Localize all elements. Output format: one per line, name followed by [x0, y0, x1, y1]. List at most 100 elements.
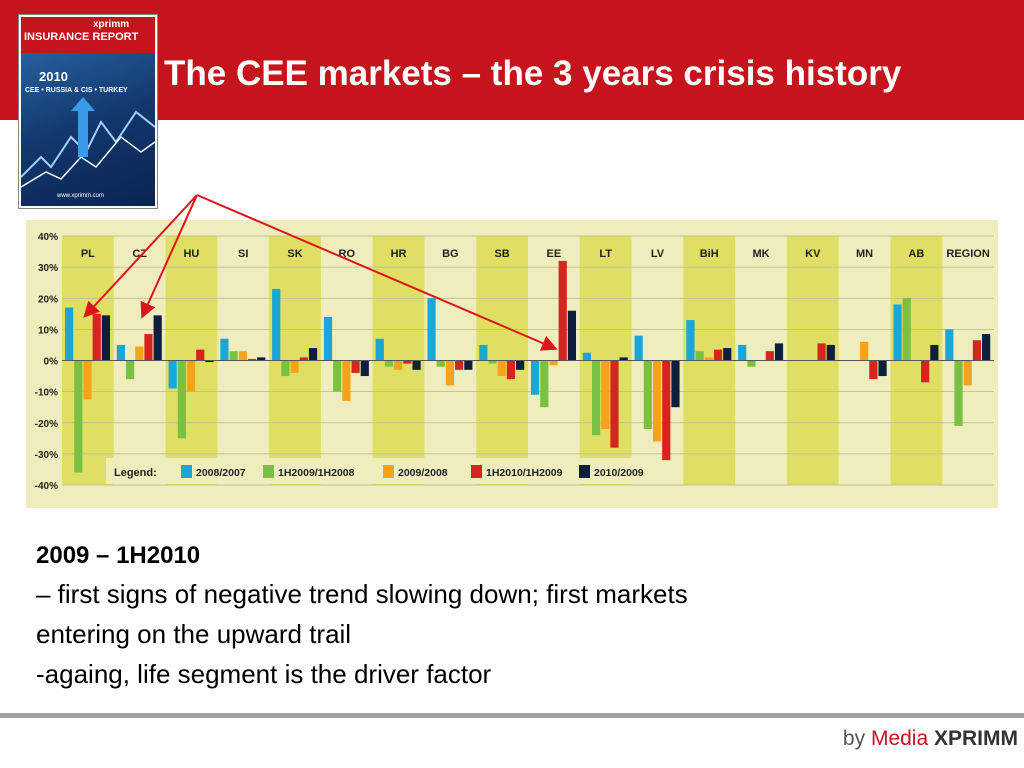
bar-cz-series3	[135, 346, 144, 361]
bar-pl-series4	[92, 313, 101, 361]
y-tick-label: 20%	[38, 294, 58, 305]
category-label-ab: AB	[908, 248, 924, 260]
cover-year: 2010	[39, 69, 68, 84]
category-label-mk: MK	[752, 248, 769, 260]
category-label-region: REGION	[946, 248, 989, 260]
text-heading: 2009 – 1H2010	[36, 542, 201, 569]
bar-ee-series1	[531, 360, 540, 395]
category-label-pl: PL	[81, 248, 95, 260]
cover-name: INSURANCE REPORT	[24, 31, 139, 43]
category-label-lt: LT	[599, 248, 612, 260]
bar-hr-series2	[384, 360, 394, 367]
y-tick-label: 10%	[38, 325, 58, 336]
cover-brand: xprimm	[93, 19, 130, 30]
bar-pl-series1	[65, 307, 74, 361]
cover-url: www.xprimm.com	[57, 193, 105, 199]
bar-lt-series3	[601, 360, 610, 429]
legend-box	[106, 458, 636, 484]
category-label-hr: HR	[391, 248, 407, 260]
bar-hu-series4	[196, 349, 205, 361]
legend-swatch-series1	[181, 465, 192, 478]
bar-mk-series5	[774, 343, 784, 361]
bar-si-series3	[238, 351, 247, 361]
bar-lt-series4	[610, 360, 619, 448]
footer-xprimm: XPRIMM	[934, 727, 1018, 750]
bar-bg-series2	[436, 360, 445, 367]
legend-swatch-series3	[383, 465, 394, 478]
bar-hr-series1	[375, 338, 384, 361]
bar-lt-series2	[591, 360, 601, 436]
category-label-lv: LV	[651, 248, 665, 260]
bar-bih-series3	[704, 357, 713, 361]
bar-pl-series5	[101, 315, 110, 361]
bar-sk-series5	[308, 348, 318, 361]
bar-sk-series4	[299, 357, 308, 361]
bar-ee-series3	[549, 360, 558, 366]
category-label-hu: HU	[183, 248, 199, 260]
bar-mk-series4	[765, 351, 774, 361]
bar-hr-series5	[412, 360, 421, 370]
bar-bg-series5	[464, 360, 473, 370]
category-label-kv: KV	[805, 248, 821, 260]
text-line-2: entering on the upward trail	[36, 619, 352, 649]
legend-swatch-series2	[263, 465, 274, 478]
bar-region-series4	[972, 340, 982, 361]
bar-mk-series1	[738, 344, 747, 361]
legend-swatch-series5	[579, 465, 590, 478]
category-label-sb: SB	[494, 248, 509, 260]
bar-lt-series1	[582, 352, 591, 361]
category-label-sk: SK	[287, 248, 302, 260]
bar-bih-series2	[695, 351, 704, 361]
footer-brand: by Media XPRIMM	[843, 727, 1018, 751]
bar-region-series2	[954, 360, 963, 426]
bar-mn-series3	[860, 341, 869, 361]
category-label-ro: RO	[339, 248, 356, 260]
bar-bg-series3	[445, 360, 455, 386]
bar-ee-series4	[558, 260, 567, 361]
bar-sb-series1	[479, 344, 488, 361]
bar-cz-series5	[153, 315, 162, 361]
bar-si-series4	[247, 358, 257, 361]
cover-arrows-graphic	[21, 97, 155, 188]
y-tick-label: 30%	[38, 263, 58, 274]
bar-hu-series3	[186, 360, 196, 392]
bar-hu-series5	[205, 360, 214, 363]
footer-by: by	[842, 727, 866, 750]
bar-lt-series5	[619, 357, 628, 361]
bar-sk-series2	[281, 360, 290, 377]
text-line-3: -againg, life segment is the driver fact…	[36, 659, 492, 689]
bar-hr-series3	[394, 360, 403, 370]
legend-label-series2: 1H2009/1H2008	[278, 467, 355, 479]
bar-pl-series2	[74, 360, 83, 473]
bar-ab-series2	[902, 298, 911, 361]
bar-bih-series4	[713, 349, 723, 361]
bar-lv-series1	[634, 335, 643, 361]
bar-bih-series1	[686, 320, 695, 361]
bar-kv-series4	[817, 343, 826, 361]
bar-region-series5	[982, 334, 991, 361]
bar-mn-series4	[869, 360, 878, 380]
bar-sb-series4	[506, 360, 516, 380]
bar-region-series3	[963, 360, 972, 386]
bar-mk-series2	[747, 360, 756, 367]
bar-si-series1	[220, 338, 229, 361]
category-label-cz: CZ	[132, 248, 147, 260]
cover-top-band	[21, 17, 155, 53]
legend-label-series1: 2008/2007	[196, 467, 246, 479]
bar-hr-series4	[403, 360, 412, 364]
bar-chart: 40% 30% 20% 10% 0% -10% -20% -30% -40% PL CZ HU SI SK…	[35, 232, 994, 492]
bar-hu-series2	[177, 360, 186, 439]
y-tick-label: -20%	[35, 419, 58, 430]
bar-sb-series5	[516, 360, 525, 370]
footer-media: Media	[870, 727, 929, 750]
bar-pl-series3	[83, 360, 92, 400]
category-label-bih: BiH	[700, 248, 719, 260]
bar-lv-series3	[652, 360, 662, 442]
bar-sb-series2	[488, 360, 497, 364]
legend-label-series3: 2009/2008	[398, 467, 448, 479]
bar-ro-series4	[351, 360, 360, 373]
category-label-mn: MN	[856, 248, 873, 260]
bar-lv-series5	[671, 360, 680, 408]
category-label-bg: BG	[442, 248, 459, 260]
bar-ro-series5	[360, 360, 369, 377]
